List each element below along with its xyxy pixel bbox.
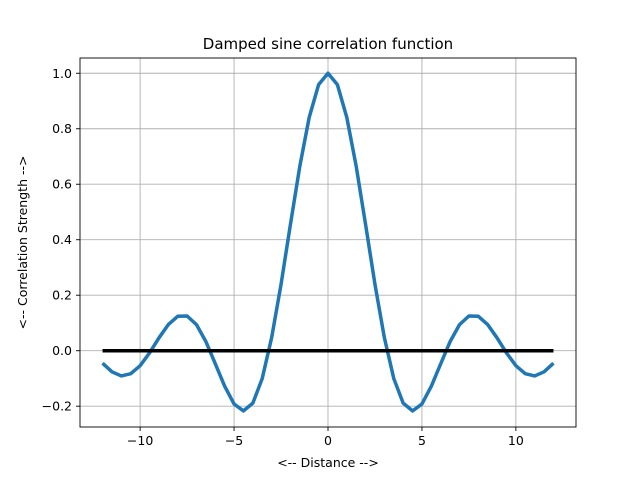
chart-title: Damped sine correlation function	[203, 35, 453, 53]
ticks: −10 −5 0 5 10 −0.2 0.0 0.2 0.4 0.6 0.8 1.0	[42, 66, 524, 448]
x-tick-label: 10	[508, 433, 524, 448]
x-axis-label: <-- Distance -->	[277, 455, 379, 470]
x-tick-label: 0	[324, 433, 332, 448]
series-layer	[101, 71, 555, 413]
correlation-curve	[101, 71, 555, 413]
y-tick-label: 1.0	[52, 66, 72, 81]
y-tick-label: −0.2	[42, 399, 72, 414]
x-tick-label: −10	[127, 433, 153, 448]
y-tick-label: 0.8	[52, 121, 72, 136]
grid	[80, 58, 576, 427]
y-tick-label: 0.4	[52, 232, 72, 247]
x-tick-label: −5	[225, 433, 243, 448]
y-tick-label: 0.6	[52, 177, 72, 192]
y-tick-label: 0.0	[52, 343, 72, 358]
y-tick-label: 0.2	[52, 288, 72, 303]
x-tick-label: 5	[418, 433, 426, 448]
y-axis-label: <-- Correlation Strength -->	[15, 156, 30, 330]
